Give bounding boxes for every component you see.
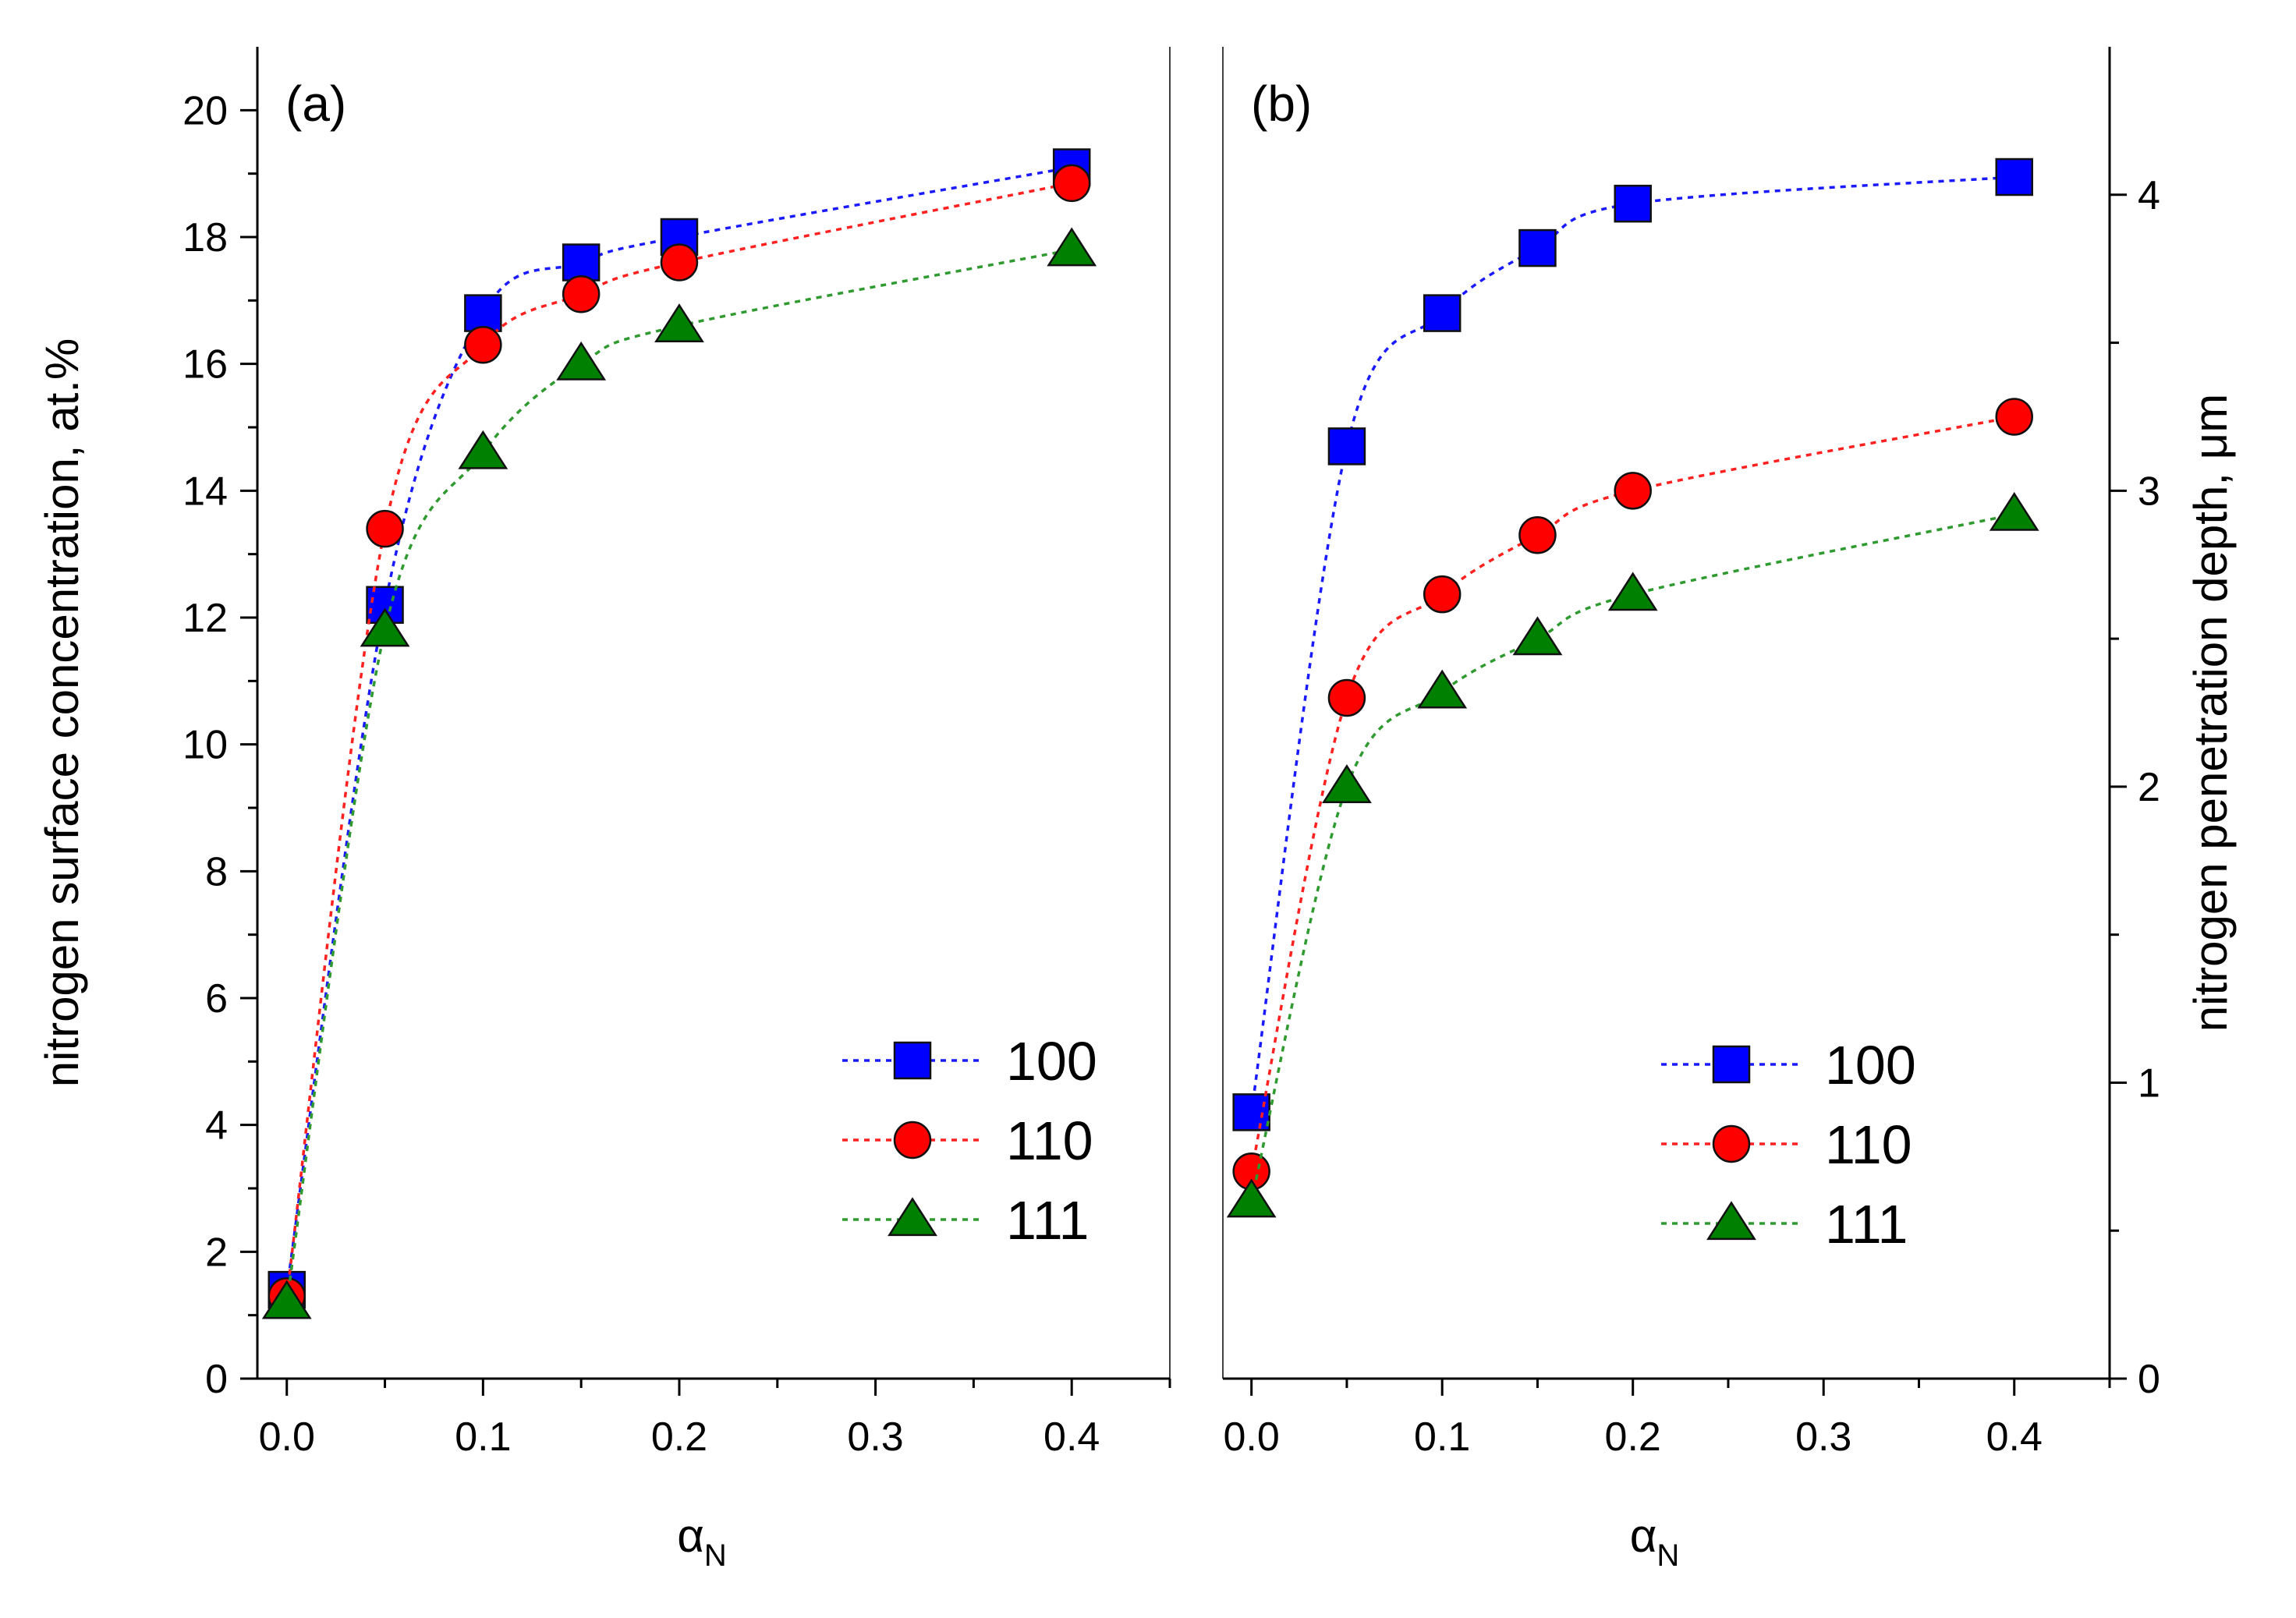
data-point-100 [562,243,601,281]
legend-label-110: 110 [1825,1114,1912,1175]
y-tick-label: 10 [182,723,228,768]
x-tick-label: 0.2 [651,1414,707,1460]
y-tick-label: 18 [182,215,228,260]
y-tick-label: 0 [2138,1357,2160,1402]
series-111 [1226,491,2039,1218]
y-tick-label: 14 [182,469,228,514]
legend-label-100: 100 [1825,1035,1916,1096]
data-point-111 [1989,491,2039,531]
x-axis-title-subscript: N [704,1538,727,1573]
data-point-111 [1047,227,1097,267]
x-tick-label: 0.4 [1986,1414,2043,1460]
data-point-111 [458,430,508,469]
data-point-110 [1327,678,1366,717]
data-point-110 [366,509,404,548]
y-axis-title: nitrogen penetration depth, μm [2184,394,2237,1032]
series-111 [261,227,1097,1319]
series-line-100 [1249,175,2014,1113]
data-point-111 [360,607,410,647]
data-point-100 [1614,184,1652,223]
legend-label-100: 100 [1006,1031,1097,1092]
data-point-110 [1995,398,2033,436]
y-tick-label: 0 [205,1357,228,1402]
legend: 100 110 111 [1661,1035,1916,1255]
legend-label-111: 111 [1825,1194,1908,1255]
legend-label-110: 110 [1006,1110,1093,1171]
x-axis-title: αN [1630,1510,1680,1573]
x-tick-label: 0.4 [1043,1414,1100,1460]
legend-marker-100 [893,1041,932,1080]
y-tick-label: 3 [2138,469,2160,514]
x-axis-title: αN [677,1510,727,1573]
legend: 100 110 111 [842,1031,1097,1251]
y-axis-title: nitrogen surface concentration, at.% [36,338,88,1088]
x-tick-label: 0.0 [1224,1414,1280,1460]
data-point-110 [1614,472,1652,510]
y-tick-label: 6 [205,976,228,1021]
x-tick-label: 0.1 [1414,1414,1470,1460]
legend-marker-110 [893,1121,932,1160]
data-point-111 [654,303,704,342]
x-tick-label: 0.3 [1795,1414,1851,1460]
legend-marker-110 [1712,1124,1751,1163]
y-tick-label: 2 [205,1230,228,1275]
y-tick-label: 20 [182,88,228,133]
x-axis-title-main: α [677,1510,704,1562]
data-point-111 [1322,764,1372,803]
data-point-111 [1226,1178,1277,1218]
x-axis-title-subscript: N [1656,1538,1679,1573]
data-point-111 [556,341,607,381]
x-tick-label: 0.3 [847,1414,903,1460]
series-110 [268,164,1091,1315]
x-axis-title-main: α [1630,1510,1657,1562]
legend-label-111: 111 [1006,1190,1089,1251]
series-line-110 [1249,415,2015,1172]
y-tick-label: 16 [182,342,228,388]
data-point-110 [464,326,502,364]
series-100 [1232,158,2033,1131]
data-point-100 [1232,1093,1270,1131]
panel-label: (b) [1251,76,1312,132]
data-point-111 [1417,669,1468,709]
data-point-110 [660,243,699,281]
data-point-110 [562,274,601,313]
data-point-100 [1995,158,2033,196]
data-point-110 [1052,164,1091,203]
data-point-100 [464,294,502,332]
legend-marker-100 [1712,1045,1751,1084]
series-110 [1232,398,2033,1191]
data-point-100 [1423,294,1462,332]
data-point-110 [1423,575,1462,614]
x-tick-label: 0.2 [1605,1414,1661,1460]
data-point-100 [1518,228,1557,267]
data-point-111 [1607,572,1658,611]
y-tick-label: 4 [2138,173,2160,218]
y-tick-label: 8 [205,849,228,894]
data-point-100 [1327,427,1366,466]
series-line-110 [285,182,1072,1297]
x-tick-label: 0.1 [455,1414,511,1460]
x-tick-label: 0.0 [259,1414,315,1460]
data-point-111 [261,1280,312,1319]
legend-marker-111 [1706,1201,1756,1241]
y-tick-label: 2 [2138,765,2160,810]
series-line-111 [285,248,1072,1303]
legend-marker-111 [888,1197,937,1237]
series-line-111 [1249,512,2015,1202]
y-tick-label: 4 [205,1103,228,1149]
y-tick-label: 12 [182,596,228,641]
data-point-110 [1518,516,1557,554]
y-tick-label: 1 [2138,1060,2160,1106]
panel-label: (a) [285,76,346,132]
data-point-111 [1512,616,1563,656]
